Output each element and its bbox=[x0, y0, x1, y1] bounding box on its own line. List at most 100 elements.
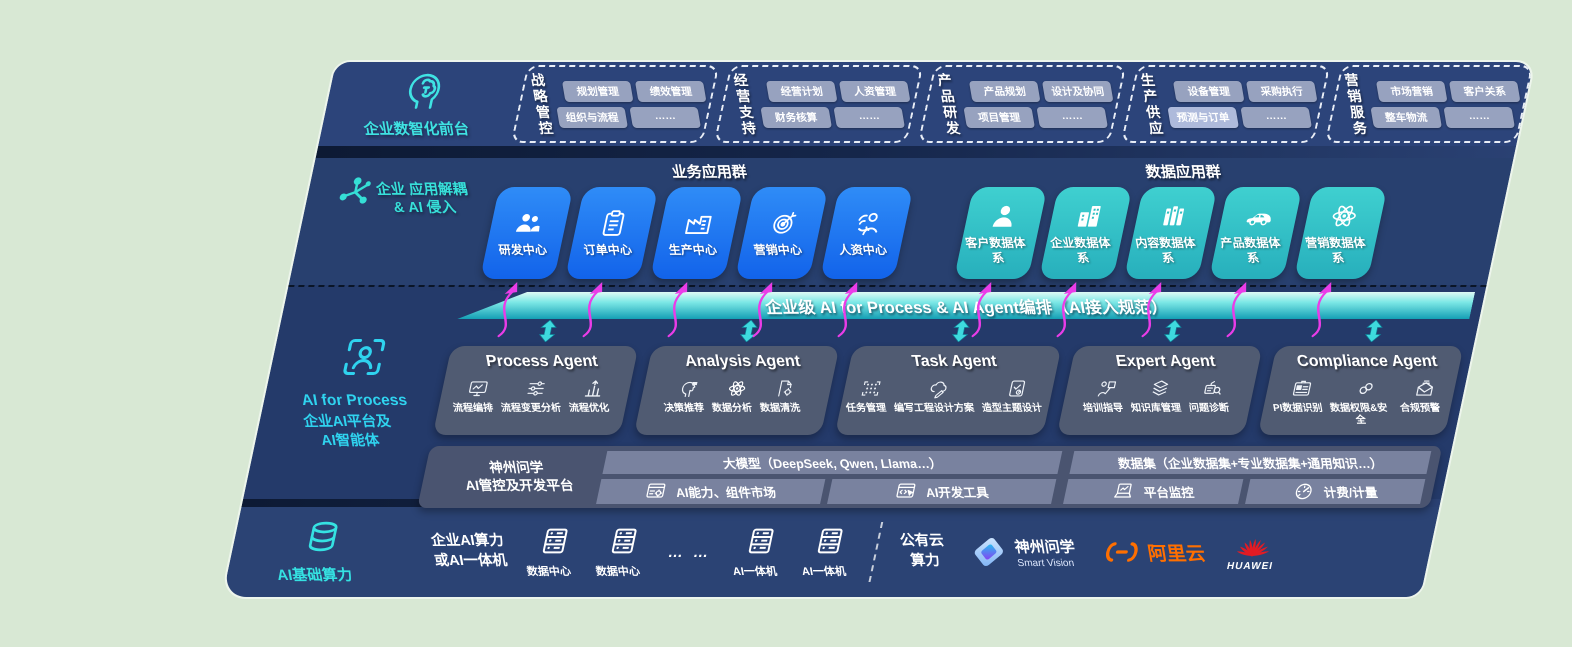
ai-capability-market-box: AI能力、组件市场 bbox=[596, 478, 826, 504]
ai-appliance-node: AI一体机 bbox=[731, 525, 786, 579]
ai-platform-band: AI for Process 企业AI平台及 AI智能体 企业级 AI for P… bbox=[243, 285, 1487, 508]
group-product: 产品 研发 产品规划 设计及协同 项目管理 …… bbox=[917, 64, 1127, 144]
pill: 项目管理 bbox=[963, 106, 1036, 128]
pill: 设备管理 bbox=[1172, 80, 1245, 102]
front-office-title: 企业数智化前台 bbox=[362, 121, 471, 138]
tile-content-data: 内容数据体系 bbox=[1123, 187, 1218, 338]
infra-title: AI基础算力 bbox=[276, 567, 355, 584]
ai-platform-title-line2: AI智能体 bbox=[319, 432, 381, 449]
pill: 人资管理 bbox=[838, 80, 911, 102]
dev-platform-name: 神州问学 bbox=[487, 460, 545, 476]
sliders-icon bbox=[527, 381, 546, 396]
tile-production-center: 生产中心 bbox=[649, 187, 744, 338]
ai-dev-tools-box: AI开发工具 bbox=[827, 478, 1057, 504]
business-group-header: 业务应用群 bbox=[670, 164, 749, 181]
pill-ellipsis: …… bbox=[1443, 106, 1516, 128]
business-app-group: 业务应用群 研发中心 订单中心 生产中心 bbox=[479, 158, 920, 338]
pill: 客户关系 bbox=[1449, 80, 1521, 102]
alibaba-cloud-brackets-icon bbox=[1104, 542, 1140, 562]
pill: 整车物流 bbox=[1370, 106, 1443, 128]
car-icon bbox=[1245, 212, 1274, 225]
cloud-pencil-icon bbox=[928, 381, 948, 399]
agent-item: 编写工程设计方案 bbox=[893, 378, 981, 415]
agent-item: 流程变更分析 bbox=[500, 378, 568, 415]
agent-item: 合规预警 bbox=[1397, 378, 1447, 427]
agent-item: 问题诊断 bbox=[1188, 378, 1236, 415]
smart-vision-logo: 神州问学 Smart Vision bbox=[966, 533, 1080, 571]
person-waves-icon bbox=[855, 212, 882, 236]
smart-vision-sub: Smart Vision bbox=[1016, 557, 1076, 569]
expert-agent-card: Expert Agent 培训指导 知识库管理 问题诊断 bbox=[1056, 320, 1263, 435]
atom-icon bbox=[727, 379, 747, 398]
datacenter-node: 数据中心 bbox=[594, 525, 649, 579]
ai-orchestration-bar-title: 企业级 AI for Process & AI Agent编排（AI接入规范） bbox=[763, 298, 1170, 317]
pill-ellipsis: …… bbox=[1036, 106, 1109, 128]
optimize-podium-icon bbox=[584, 380, 604, 397]
double-arrow-icon bbox=[1363, 320, 1384, 342]
pill: 市场营销 bbox=[1376, 80, 1448, 102]
agent-item: PI数据识别 bbox=[1269, 378, 1329, 427]
front-office-label-block: 企业数智化前台 bbox=[320, 69, 524, 139]
data-group-header: 数据应用群 bbox=[1144, 164, 1223, 181]
compliance-agent-card: Compliance Agent PI数据识别 数据权限&安全 合规预警 bbox=[1257, 320, 1464, 435]
group-supply: 生产 供应 设备管理 采购执行 预测与订单 …… bbox=[1120, 64, 1330, 144]
server-icon bbox=[817, 528, 843, 554]
pill: 产品规划 bbox=[969, 80, 1041, 102]
ai-for-process-title: AI for Process bbox=[300, 392, 409, 409]
alert-mail-icon bbox=[1415, 380, 1435, 396]
decision-head-icon bbox=[680, 381, 698, 398]
analysis-agent-card: Analysis Agent 决策推荐 数据分析 数据清洗 bbox=[633, 320, 840, 435]
target-icon bbox=[771, 211, 797, 234]
permission-rings-icon bbox=[1358, 382, 1374, 395]
agent-item: 流程编排 bbox=[452, 378, 500, 415]
diagnose-icon bbox=[1204, 381, 1224, 395]
pill-ellipsis: …… bbox=[1240, 106, 1312, 128]
alibaba-cloud-logo: 阿里云 bbox=[1098, 539, 1208, 566]
app-band: 企业 应用解耦 & AI 侵入 业务应用群 研发中心 订单中心 bbox=[288, 158, 1514, 338]
agent-cards-row: Process Agent 流程编排 流程变更分析 流程优化 bbox=[432, 320, 1464, 435]
agent-item: 数据分析 bbox=[711, 378, 759, 415]
public-cloud-label: 公有云 算力 bbox=[898, 533, 945, 569]
agent-item: 培训指导 bbox=[1082, 378, 1130, 415]
scan-person-icon bbox=[342, 338, 386, 376]
agent-item: 造型主题设计 bbox=[981, 378, 1049, 415]
pill: 规划管理 bbox=[562, 80, 634, 102]
huawei-petals-icon bbox=[1235, 539, 1273, 558]
ellipsis: … … bbox=[666, 543, 714, 561]
gauge-icon bbox=[1294, 483, 1314, 500]
molecule-icon bbox=[337, 176, 374, 205]
agent-item: 数据权限&安全 bbox=[1327, 378, 1399, 427]
agent-item: 任务管理 bbox=[845, 378, 893, 415]
server-icon bbox=[610, 528, 637, 554]
dashed-divider bbox=[868, 522, 883, 582]
group-operation: 经营 支持 经营计划 人资管理 财务核算 …… bbox=[713, 64, 923, 144]
shelf-edge bbox=[315, 146, 1517, 158]
pill-highlight: 预测与订单 bbox=[1167, 106, 1239, 128]
datacenter-node: 数据中心 bbox=[525, 525, 580, 579]
building-icon bbox=[1077, 205, 1101, 227]
agent-item: 知识库管理 bbox=[1130, 378, 1188, 415]
front-office-groups: 战略 管控 规划管理 绩效管理 组织与流程 …… 经营 支持 经营计划 人资管理 财… bbox=[510, 64, 1534, 144]
task-grid-icon bbox=[861, 381, 881, 396]
laptop-monitor-icon bbox=[1113, 483, 1134, 498]
server-icon bbox=[541, 528, 568, 554]
people-icon bbox=[515, 214, 543, 232]
dataset-group: 数据集（企业数据集+专业数据集+通用知识…） 平台监控 计费/计量 bbox=[1062, 450, 1432, 504]
data-app-group: 数据应用群 客户数据体系 企业数据体系 内容数据体系 bbox=[953, 158, 1394, 338]
layers-icon bbox=[1151, 380, 1170, 396]
model-group: 大模型（DeepSeek, Qwen, Llama…） AI能力、组件市场 AI… bbox=[596, 450, 1063, 504]
infra-label-block: AI基础算力 bbox=[225, 519, 415, 585]
dev-platform-subtitle: AI管控及开发平台 bbox=[463, 478, 575, 493]
pill: 绩效管理 bbox=[635, 80, 707, 102]
huawei-name: HUAWEI bbox=[1225, 561, 1275, 572]
books-icon bbox=[1163, 205, 1185, 225]
chip-market-icon bbox=[646, 483, 667, 498]
dev-platform-panel: 神州问学 AI管控及开发平台 大模型（DeepSeek, Qwen, Llama… bbox=[417, 446, 1443, 508]
id-card-icon bbox=[1292, 380, 1312, 396]
alibaba-cloud-name: 阿里云 bbox=[1146, 543, 1208, 565]
tablet-check-icon bbox=[1008, 380, 1025, 397]
pill-ellipsis: …… bbox=[833, 106, 905, 128]
tile-hr-center: 人资中心 bbox=[819, 187, 914, 338]
tile-customer-data: 客户数据体系 bbox=[953, 187, 1048, 338]
huawei-logo: HUAWEI bbox=[1226, 532, 1281, 572]
